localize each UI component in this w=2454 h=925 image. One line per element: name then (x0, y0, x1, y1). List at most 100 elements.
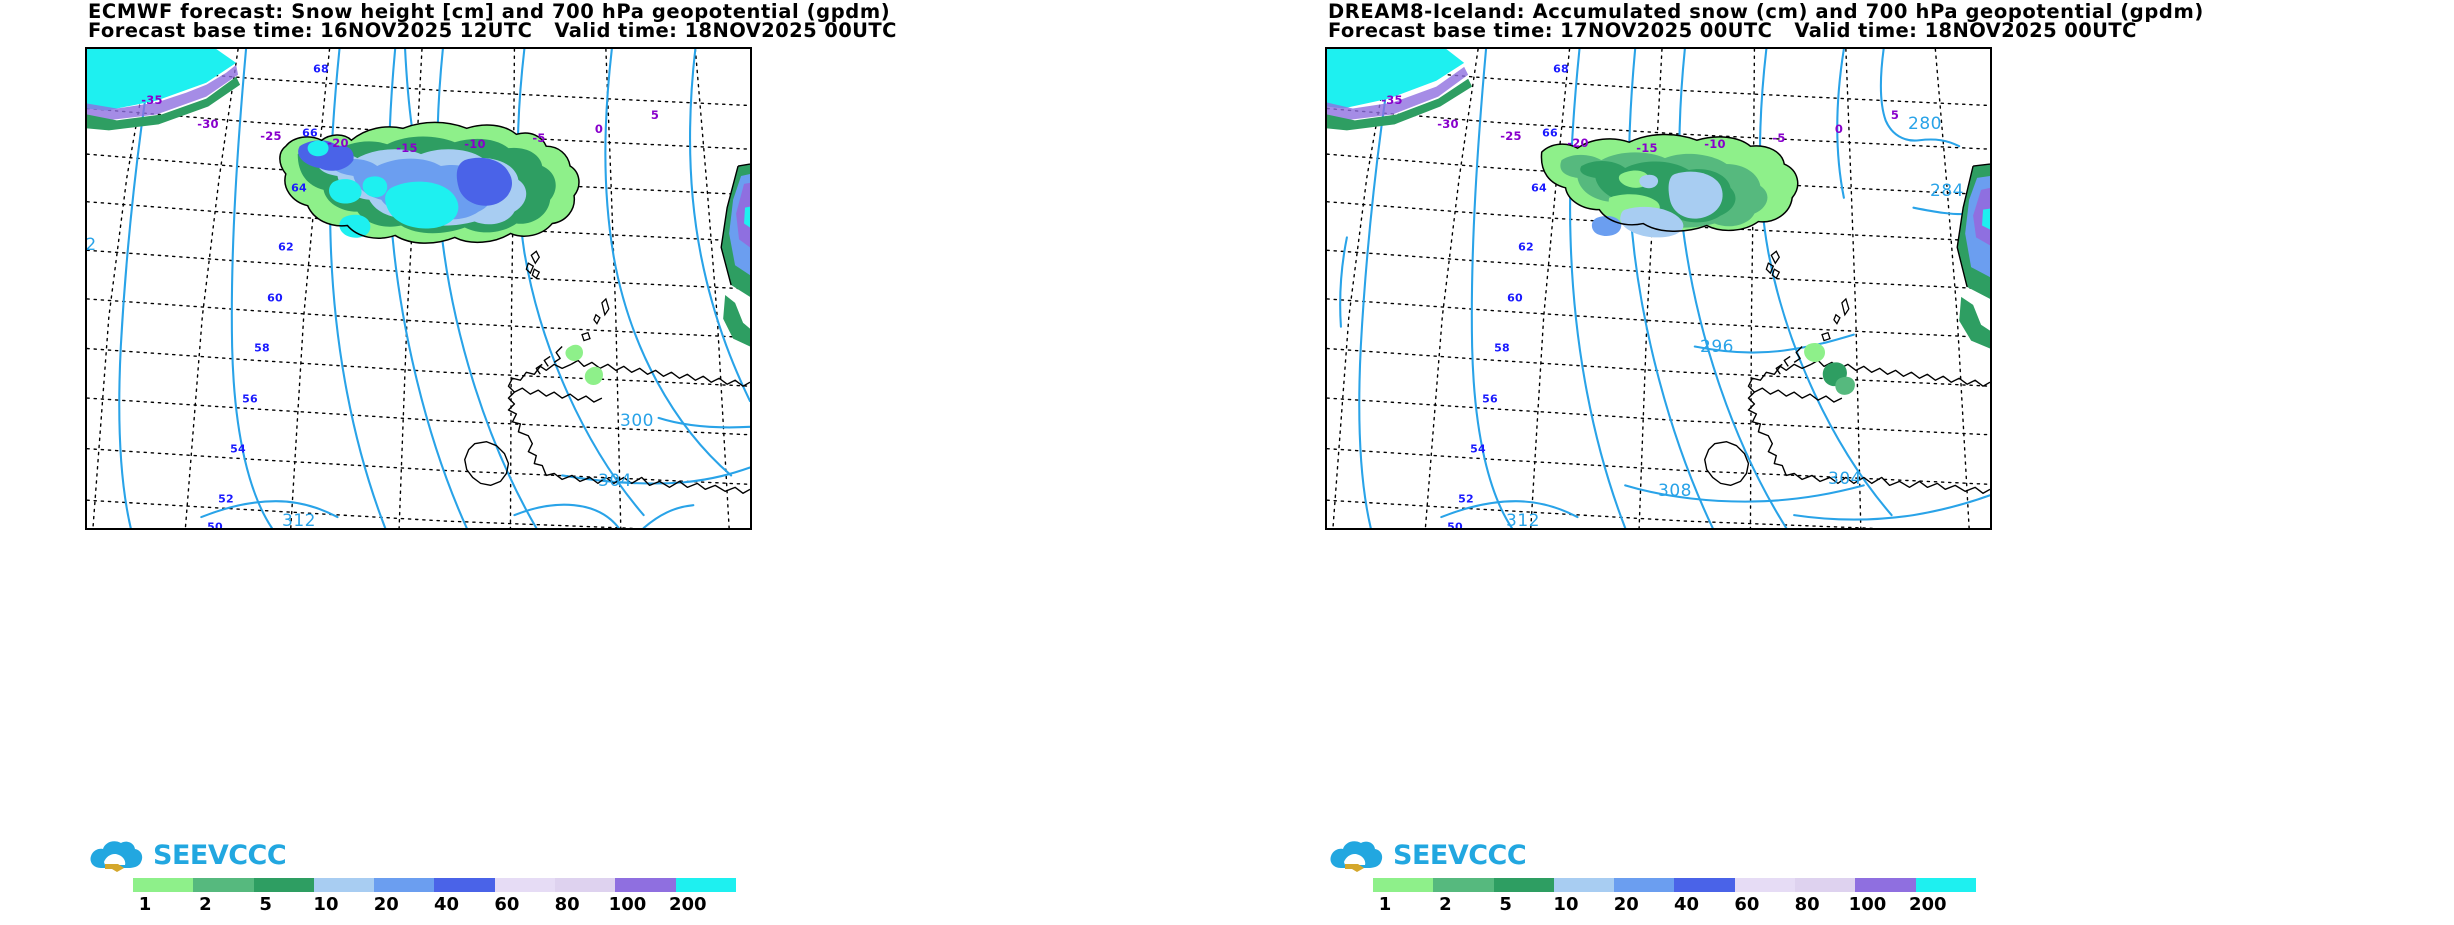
colorbar-tick: 100 (1848, 894, 1887, 915)
lat-label-52: 52 (1458, 492, 1474, 506)
snow-greenland (87, 49, 241, 131)
lat-label-54: 54 (230, 442, 246, 456)
cloud-icon (1328, 838, 1384, 872)
lon-label-m20: -20 (327, 136, 349, 150)
colorbar-tick: 2 (1439, 894, 1452, 915)
geopotential-label-304: 304 (598, 471, 632, 491)
lon-label-5: 5 (650, 108, 660, 122)
geopotential-contours (118, 49, 750, 528)
colorbar-swatch (1614, 878, 1675, 892)
parallels (1327, 64, 1990, 528)
geopotential-label-2: 2 (87, 235, 97, 255)
colorbar-tick: 20 (373, 894, 399, 915)
seevccc-logo-text: SEEVCCC (153, 839, 287, 871)
snow-norway-dream8 (1956, 163, 1990, 349)
geopotential-label-304: 304 (1828, 469, 1862, 489)
map-ecmwf[interactable]: 68 66 64 62 60 58 56 54 52 50 -35 -30 -2… (85, 47, 752, 530)
colorbar-right-ticks: 1 2 5 10 20 40 60 80 100 200 (1373, 894, 1976, 916)
panel-ecmwf-titles: ECMWF forecast: Snow height [cm] and 700… (88, 2, 1188, 42)
british-isles (464, 346, 750, 494)
panel-ecmwf-subtitle: Forecast base time: 16NOV2025 12UTC Valid… (88, 19, 1188, 42)
colorbar-tick: 1 (1378, 894, 1392, 915)
colorbar-swatch (1674, 878, 1735, 892)
lon-label-m25: -25 (1500, 129, 1522, 143)
shetland-orkney (1821, 297, 1850, 342)
lat-label-58: 58 (254, 341, 270, 355)
colorbar-left-ticks: 1 2 5 10 20 40 60 80 100 200 (133, 894, 736, 916)
cloud-icon (88, 838, 144, 872)
snow-iceland-dream8 (1540, 133, 1799, 238)
lat-label-60: 60 (267, 291, 283, 305)
colorbar-right-swatches (1373, 878, 1976, 892)
colorbar-swatch (374, 878, 435, 892)
snow-scotland-dream8 (1804, 342, 1855, 395)
lon-label-m5: -5 (532, 131, 546, 145)
geopotential-label-312: 312 (1506, 511, 1540, 528)
lat-label-56: 56 (1482, 392, 1498, 406)
lat-label-62: 62 (1518, 240, 1534, 254)
colorbar-swatch (1855, 878, 1916, 892)
lat-label-68: 68 (1553, 62, 1569, 76)
seevccc-logo-left: SEEVCCC (88, 838, 287, 872)
lat-label-54: 54 (1470, 442, 1486, 456)
lon-label-m5: -5 (1772, 131, 1786, 145)
colorbar-tick: 1 (138, 894, 152, 915)
colorbar-tick: 60 (494, 894, 520, 915)
colorbar-swatch (494, 878, 556, 892)
lon-label-m10: -10 (1704, 137, 1726, 151)
lat-label-64: 64 (291, 181, 307, 195)
colorbar-swatch (253, 878, 314, 892)
colorbar-tick: 10 (313, 894, 339, 915)
colorbar-tick: 20 (1613, 894, 1639, 915)
geopotential-label-280: 280 (1908, 114, 1942, 134)
geopotential-contours (1339, 49, 1990, 528)
snow-norway (720, 163, 750, 347)
lat-label-50: 50 (207, 520, 223, 529)
colorbar-left-swatches (133, 878, 736, 892)
lon-label-0: 0 (594, 122, 604, 136)
panel-dream8: DREAM8-Iceland: Accumulated snow (cm) an… (1227, 0, 2454, 925)
shetland-orkney (581, 297, 610, 342)
lat-label-66: 66 (1542, 126, 1558, 140)
lon-label-m35: -35 (1381, 93, 1403, 107)
colorbar-tick: 60 (1734, 894, 1760, 915)
colorbar-left: 1 2 5 10 20 40 60 80 100 200 (133, 878, 736, 916)
colorbar-tick: 40 (1674, 894, 1700, 915)
lat-label-68: 68 (313, 62, 329, 76)
panel-dream8-titles: DREAM8-Iceland: Accumulated snow (cm) an… (1328, 2, 2428, 42)
lon-label-m30: -30 (1437, 117, 1459, 131)
colorbar-swatch (1553, 878, 1615, 892)
panel-dream8-base-time: Forecast base time: 17NOV2025 00UTC (1328, 19, 1773, 42)
map-dream8[interactable]: 68 66 64 62 60 58 56 54 52 50 -35 -30 -2… (1325, 47, 1992, 530)
map-ecmwf-graphic (87, 49, 750, 528)
lon-label-m35: -35 (141, 93, 163, 107)
colorbar-tick: 200 (668, 894, 707, 915)
colorbar-swatch (1493, 878, 1554, 892)
panel-ecmwf-valid-time: Valid time: 18NOV2025 00UTC (554, 19, 897, 42)
lon-label-5: 5 (1890, 108, 1900, 122)
geopotential-label-300: 300 (620, 411, 654, 431)
panel-ecmwf-base-time: Forecast base time: 16NOV2025 12UTC (88, 19, 533, 42)
lat-label-60: 60 (1507, 291, 1523, 305)
lat-label-64: 64 (1531, 181, 1547, 195)
lat-label-50: 50 (1447, 520, 1463, 529)
geopotential-label-296: 296 (1700, 337, 1734, 357)
panel-dream8-subtitle: Forecast base time: 17NOV2025 00UTC Valid… (1328, 19, 2428, 42)
snow-greenland-dream8 (1327, 49, 1473, 131)
faroe-islands (525, 250, 541, 280)
lon-label-m15: -15 (1636, 141, 1658, 155)
colorbar-tick: 80 (554, 894, 580, 915)
seevccc-logo-right: SEEVCCC (1328, 838, 1527, 872)
panel-ecmwf: ECMWF forecast: Snow height [cm] and 700… (85, 2, 1188, 916)
colorbar-swatch (133, 878, 194, 892)
colorbar-tick: 5 (259, 894, 272, 915)
lat-label-56: 56 (242, 392, 258, 406)
colorbar-swatch (1795, 878, 1856, 892)
colorbar-tick: 80 (1794, 894, 1820, 915)
lat-label-52: 52 (218, 492, 234, 506)
lat-label-66: 66 (302, 126, 318, 140)
lon-label-m15: -15 (396, 141, 418, 155)
colorbar-swatch (1734, 878, 1796, 892)
lon-label-m30: -30 (197, 117, 219, 131)
